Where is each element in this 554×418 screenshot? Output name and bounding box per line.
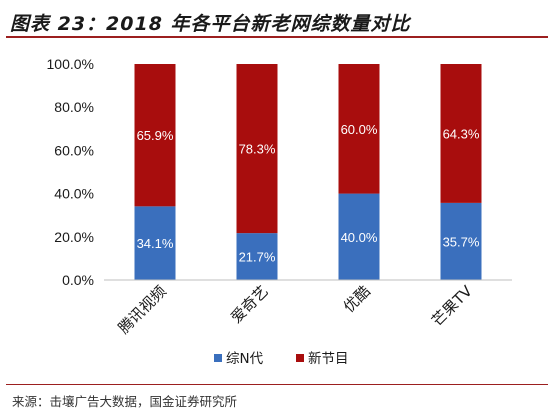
data-label: 64.3%: [443, 126, 480, 141]
bar-segment: [440, 64, 482, 203]
y-axis: 0.0% 20.0% 40.0% 60.0% 80.0% 100.0%: [47, 56, 94, 288]
legend: 综N代 新节目: [214, 351, 349, 367]
data-label: 65.9%: [137, 128, 174, 143]
bar-segment: [236, 233, 278, 280]
x-tick-label: 优酷: [340, 282, 374, 316]
y-tick-label: 0.0%: [62, 272, 94, 288]
y-tick-label: 80.0%: [54, 99, 94, 115]
title-bar: 图表 23：2018 年各平台新老网综数量对比: [6, 4, 548, 38]
source-divider: [6, 384, 548, 385]
y-tick-label: 40.0%: [54, 186, 94, 202]
data-label: 35.7%: [443, 234, 480, 249]
data-label: 40.0%: [341, 230, 378, 245]
data-label: 60.0%: [341, 122, 378, 137]
y-tick-label: 60.0%: [54, 142, 94, 158]
y-tick-label: 20.0%: [54, 229, 94, 245]
legend-swatch: [296, 354, 304, 362]
source-note: 来源：击壤广告大数据，国金证券研究所: [12, 394, 238, 409]
chart-title: 图表 23：2018 年各平台新老网综数量对比: [10, 13, 411, 35]
bar-segment: [338, 64, 380, 194]
stacked-bar-chart: 0.0% 20.0% 40.0% 60.0% 80.0% 100.0% 34.1% 65.9…: [47, 56, 512, 367]
data-label: 78.3%: [239, 142, 276, 157]
bar-segment: [134, 64, 176, 207]
data-label: 21.7%: [239, 250, 276, 265]
bar-segment: [338, 193, 380, 280]
legend-label: 新节目: [308, 351, 349, 367]
bars: 34.1% 65.9% 21.7% 78.3% 40.0% 60.0% 35.7% 64.3%: [134, 64, 482, 280]
bar-segment: [134, 206, 176, 280]
legend-label: 综N代: [226, 351, 264, 367]
bar-segment: [440, 202, 482, 280]
x-tick-label: 芒果TV: [428, 282, 476, 330]
data-label: 34.1%: [137, 236, 174, 251]
legend-swatch: [214, 354, 222, 362]
x-tick-label: 爱奇艺: [227, 282, 272, 327]
x-axis: 腾讯视频 爱奇艺 优酷 芒果TV: [104, 279, 512, 337]
bar-segment: [236, 64, 278, 234]
y-tick-label: 100.0%: [47, 56, 94, 72]
x-tick-label: 腾讯视频: [115, 282, 170, 337]
